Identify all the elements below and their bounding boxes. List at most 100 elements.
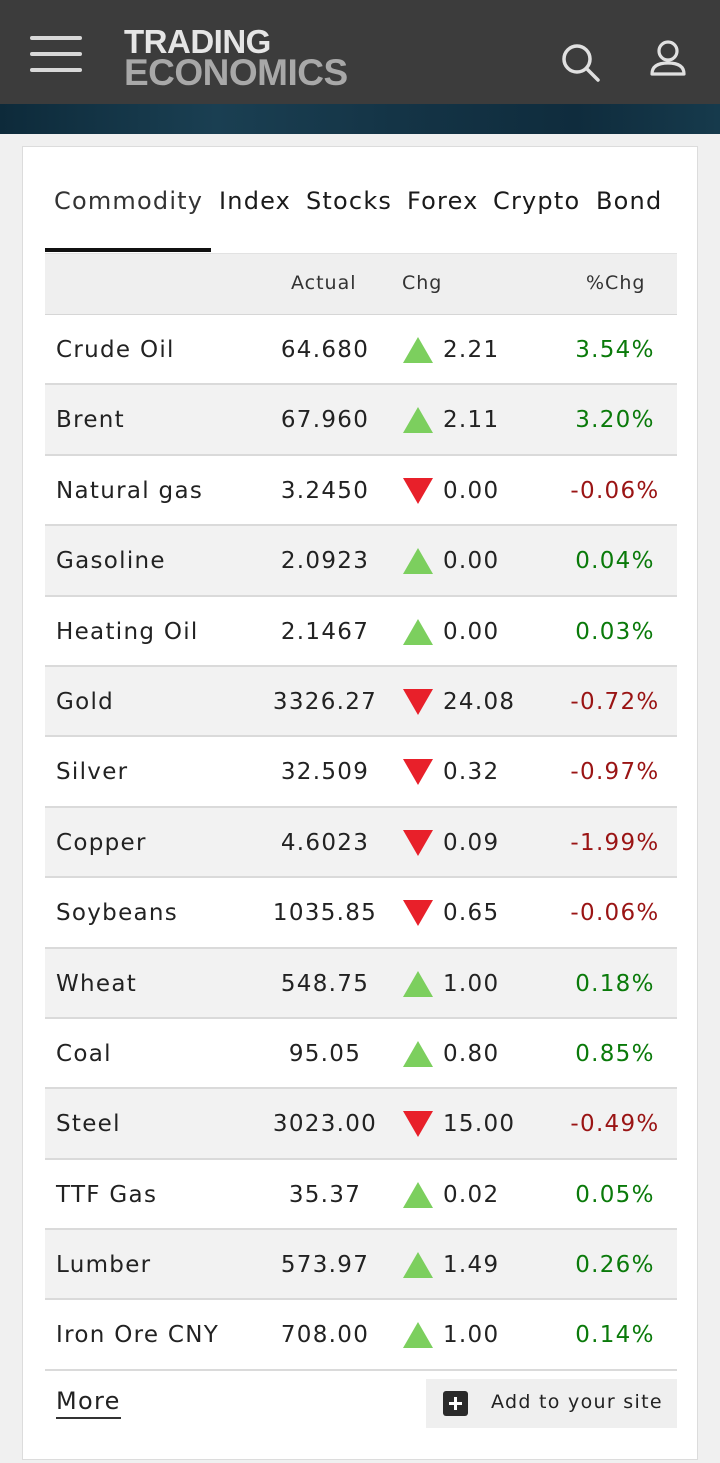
arrow-down-icon (403, 829, 433, 856)
percent-change: 0.05% (575, 1181, 655, 1208)
card-footer: More Add to your site (45, 1369, 677, 1439)
market-tabs: Commodity Index Stocks Forex Crypto Bond (45, 147, 685, 253)
commodity-name[interactable]: Brent (56, 407, 125, 434)
commodity-table: Actual Chg %Chg Crude Oil 64.680 2.21 3.54%… (45, 253, 677, 1371)
change-value: 2.21 (443, 337, 500, 363)
table-row[interactable]: Gasoline 2.0923 0.00 0.04% (45, 526, 677, 597)
commodity-name[interactable]: Copper (56, 829, 147, 856)
tab-commodity[interactable]: Commodity (54, 187, 204, 215)
tab-forex[interactable]: Forex (407, 187, 479, 215)
percent-change: 3.20% (575, 407, 655, 434)
commodity-name[interactable]: Soybeans (56, 900, 179, 927)
change-value: 24.08 (443, 688, 516, 715)
table-row[interactable]: Steel 3023.00 15.00 -0.49% (45, 1089, 677, 1160)
table-row[interactable]: Wheat 548.75 1.00 0.18% (45, 948, 677, 1019)
actual-value: 95.05 (288, 1040, 362, 1067)
percent-change: 0.04% (575, 548, 655, 575)
arrow-up-icon (403, 1322, 433, 1349)
actual-value: 3023.00 (272, 1111, 378, 1138)
tab-index[interactable]: Index (219, 187, 292, 215)
table-row[interactable]: Coal 95.05 0.80 0.85% (45, 1019, 677, 1090)
table-row[interactable]: Iron Ore CNY 708.00 1.00 0.14% (45, 1300, 677, 1371)
tab-stocks[interactable]: Stocks (306, 187, 393, 215)
hamburger-menu-icon[interactable] (30, 34, 82, 74)
trading-economics-logo[interactable]: TRADING ECONOMICS (124, 23, 348, 93)
change-value: 0.32 (443, 759, 500, 786)
change-value: 1.00 (443, 970, 500, 997)
percent-change: -0.49% (570, 1111, 660, 1138)
change-value: 15.00 (443, 1111, 516, 1138)
table-row[interactable]: Crude Oil 64.680 2.21 3.54% (45, 315, 677, 386)
arrow-down-icon (403, 759, 433, 786)
commodity-name[interactable]: Gold (56, 688, 115, 715)
tab-bond[interactable]: Bond (596, 187, 663, 215)
commodity-name[interactable]: Steel (56, 1111, 121, 1138)
logo-line-2: ECONOMICS (124, 52, 348, 93)
change-value: 1.49 (443, 1252, 500, 1279)
change-value: 0.65 (443, 900, 500, 927)
more-link[interactable]: More (56, 1387, 121, 1419)
commodity-name[interactable]: Coal (56, 1040, 112, 1067)
arrow-up-icon (403, 337, 433, 363)
change-value: 0.02 (443, 1181, 500, 1208)
change-value: 1.00 (443, 1322, 500, 1349)
commodity-name[interactable]: Iron Ore CNY (56, 1322, 220, 1349)
change-value: 0.00 (443, 548, 500, 575)
percent-change: -0.06% (570, 900, 660, 927)
table-row[interactable]: Lumber 573.97 1.49 0.26% (45, 1230, 677, 1301)
actual-value: 1035.85 (272, 900, 378, 927)
table-row[interactable]: Soybeans 1035.85 0.65 -0.06% (45, 878, 677, 949)
plus-square-icon (443, 1391, 468, 1416)
commodity-name[interactable]: Crude Oil (56, 337, 175, 363)
table-row[interactable]: Natural gas 3.2450 0.00 -0.06% (45, 456, 677, 527)
commodity-name[interactable]: Gasoline (56, 548, 166, 575)
change-value: 0.80 (443, 1040, 500, 1067)
add-to-site-button[interactable]: Add to your site (426, 1379, 677, 1428)
table-body: Crude Oil 64.680 2.21 3.54% Brent 67.960 2.11 3… (45, 315, 677, 1371)
table-row[interactable]: TTF Gas 35.37 0.02 0.05% (45, 1160, 677, 1231)
search-icon[interactable] (558, 40, 602, 84)
table-row[interactable]: Heating Oil 2.1467 0.00 0.03% (45, 597, 677, 667)
logo-line-1: TRADING (124, 23, 271, 60)
commodity-name[interactable]: Lumber (56, 1252, 152, 1279)
change-value: 0.09 (443, 829, 500, 856)
commodity-name[interactable]: Wheat (56, 970, 138, 997)
add-to-site-label: Add to your site (491, 1391, 663, 1413)
commodity-name[interactable]: Natural gas (56, 477, 204, 504)
change-value: 0.00 (443, 477, 500, 504)
active-tab-indicator (45, 248, 211, 252)
table-row[interactable]: Gold 3326.27 24.08 -0.72% (45, 666, 677, 738)
percent-change: -1.99% (570, 829, 660, 856)
table-row[interactable]: Silver 32.509 0.32 -0.97% (45, 737, 677, 808)
percent-change: 0.14% (575, 1322, 655, 1349)
actual-value: 573.97 (280, 1252, 370, 1279)
header-pct-chg: %Chg (586, 272, 646, 294)
table-row[interactable]: Brent 67.960 2.11 3.20% (45, 385, 677, 456)
arrow-down-icon (403, 688, 433, 715)
arrow-up-icon (403, 618, 433, 645)
header-chg: Chg (402, 272, 443, 294)
actual-value: 35.37 (288, 1181, 362, 1208)
markets-card: Commodity Index Stocks Forex Crypto Bond… (22, 146, 698, 1460)
actual-value: 67.960 (280, 407, 370, 434)
table-header: Actual Chg %Chg (45, 253, 677, 315)
change-value: 2.11 (443, 407, 500, 434)
user-icon[interactable] (646, 38, 690, 82)
percent-change: 0.03% (575, 618, 655, 645)
actual-value: 4.6023 (280, 829, 370, 856)
commodity-name[interactable]: Heating Oil (56, 618, 199, 645)
commodity-name[interactable]: Silver (56, 759, 129, 786)
tab-crypto[interactable]: Crypto (493, 187, 581, 215)
arrow-up-icon (403, 548, 433, 575)
actual-value: 64.680 (280, 337, 370, 363)
arrow-down-icon (403, 477, 433, 504)
commodity-name[interactable]: TTF Gas (56, 1181, 158, 1208)
percent-change: 0.26% (575, 1252, 655, 1279)
arrow-down-icon (403, 1111, 433, 1138)
actual-value: 2.0923 (280, 548, 370, 575)
arrow-up-icon (403, 1040, 433, 1067)
table-row[interactable]: Copper 4.6023 0.09 -1.99% (45, 807, 677, 879)
percent-change: 3.54% (575, 337, 655, 363)
actual-value: 708.00 (280, 1322, 370, 1349)
header-actual: Actual (291, 272, 357, 294)
